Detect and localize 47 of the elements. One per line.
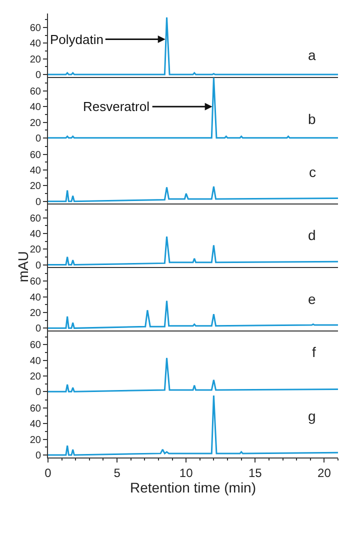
y-tick-label: 20 <box>30 244 42 256</box>
annotation: d <box>308 227 316 243</box>
annotation: e <box>308 291 316 307</box>
line-series <box>48 16 338 76</box>
y-tick-label: 20 <box>30 434 42 446</box>
y-tick-label: 40 <box>30 292 42 304</box>
annotation: a <box>308 47 316 63</box>
annotation: b <box>308 111 316 127</box>
y-tick-label: 20 <box>30 118 42 129</box>
annotation: f <box>312 344 316 360</box>
annotation: Polydatin <box>50 32 104 47</box>
y-tick-label: 20 <box>30 371 42 382</box>
x-tick-label: 20 <box>318 466 332 480</box>
y-tick-label: 60 <box>30 213 42 224</box>
y-tick-label: 0 <box>35 196 42 208</box>
y-tick-label: 60 <box>30 86 42 98</box>
y-tick-label: 0 <box>35 260 42 272</box>
annotation: g <box>308 408 316 424</box>
y-tick-label: 20 <box>30 54 42 66</box>
y-tick-label: 40 <box>30 166 42 177</box>
y-tick-label: 40 <box>30 228 42 240</box>
y-tick-label: 60 <box>30 276 42 288</box>
annotation: Resveratrol <box>83 99 150 114</box>
y-axis-title: mAU <box>15 251 32 282</box>
x-tick-label: 0 <box>44 466 52 480</box>
y-tick-label: 20 <box>30 308 42 320</box>
x-tick-label: 15 <box>248 466 262 480</box>
line-series <box>48 357 338 392</box>
line-series <box>48 186 338 202</box>
y-tick-label: 0 <box>35 450 42 462</box>
y-tick-label: 40 <box>30 419 42 430</box>
y-tick-label: 0 <box>35 70 42 82</box>
y-tick-label: 20 <box>30 181 42 192</box>
y-tick-label: 60 <box>30 340 42 352</box>
y-tick-label: 60 <box>30 23 42 34</box>
x-tick-label: 5 <box>114 466 121 480</box>
y-tick-label: 60 <box>30 150 42 161</box>
x-axis-title: Retention time (min) <box>130 480 256 496</box>
y-tick-label: 40 <box>30 102 42 114</box>
annotation: c <box>309 164 316 180</box>
y-tick-label: 0 <box>35 324 42 335</box>
y-tick-label: 40 <box>30 356 42 367</box>
y-tick-label: 0 <box>35 387 42 398</box>
x-tick-label: 10 <box>179 466 194 480</box>
y-tick-label: 40 <box>30 38 42 50</box>
y-tick-label: 60 <box>30 404 42 415</box>
y-tick-label: 0 <box>35 133 42 144</box>
